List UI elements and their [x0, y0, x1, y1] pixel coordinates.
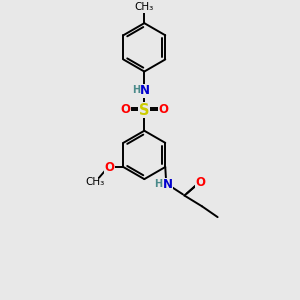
Text: N: N: [140, 84, 150, 98]
Text: O: O: [158, 103, 168, 116]
Text: H: H: [132, 85, 140, 95]
Text: S: S: [139, 103, 150, 118]
Text: O: O: [105, 160, 115, 173]
Text: CH₃: CH₃: [135, 2, 154, 12]
Text: O: O: [195, 176, 205, 189]
Text: CH₃: CH₃: [86, 177, 105, 187]
Text: H: H: [154, 179, 162, 189]
Text: O: O: [120, 103, 130, 116]
Text: N: N: [163, 178, 172, 191]
